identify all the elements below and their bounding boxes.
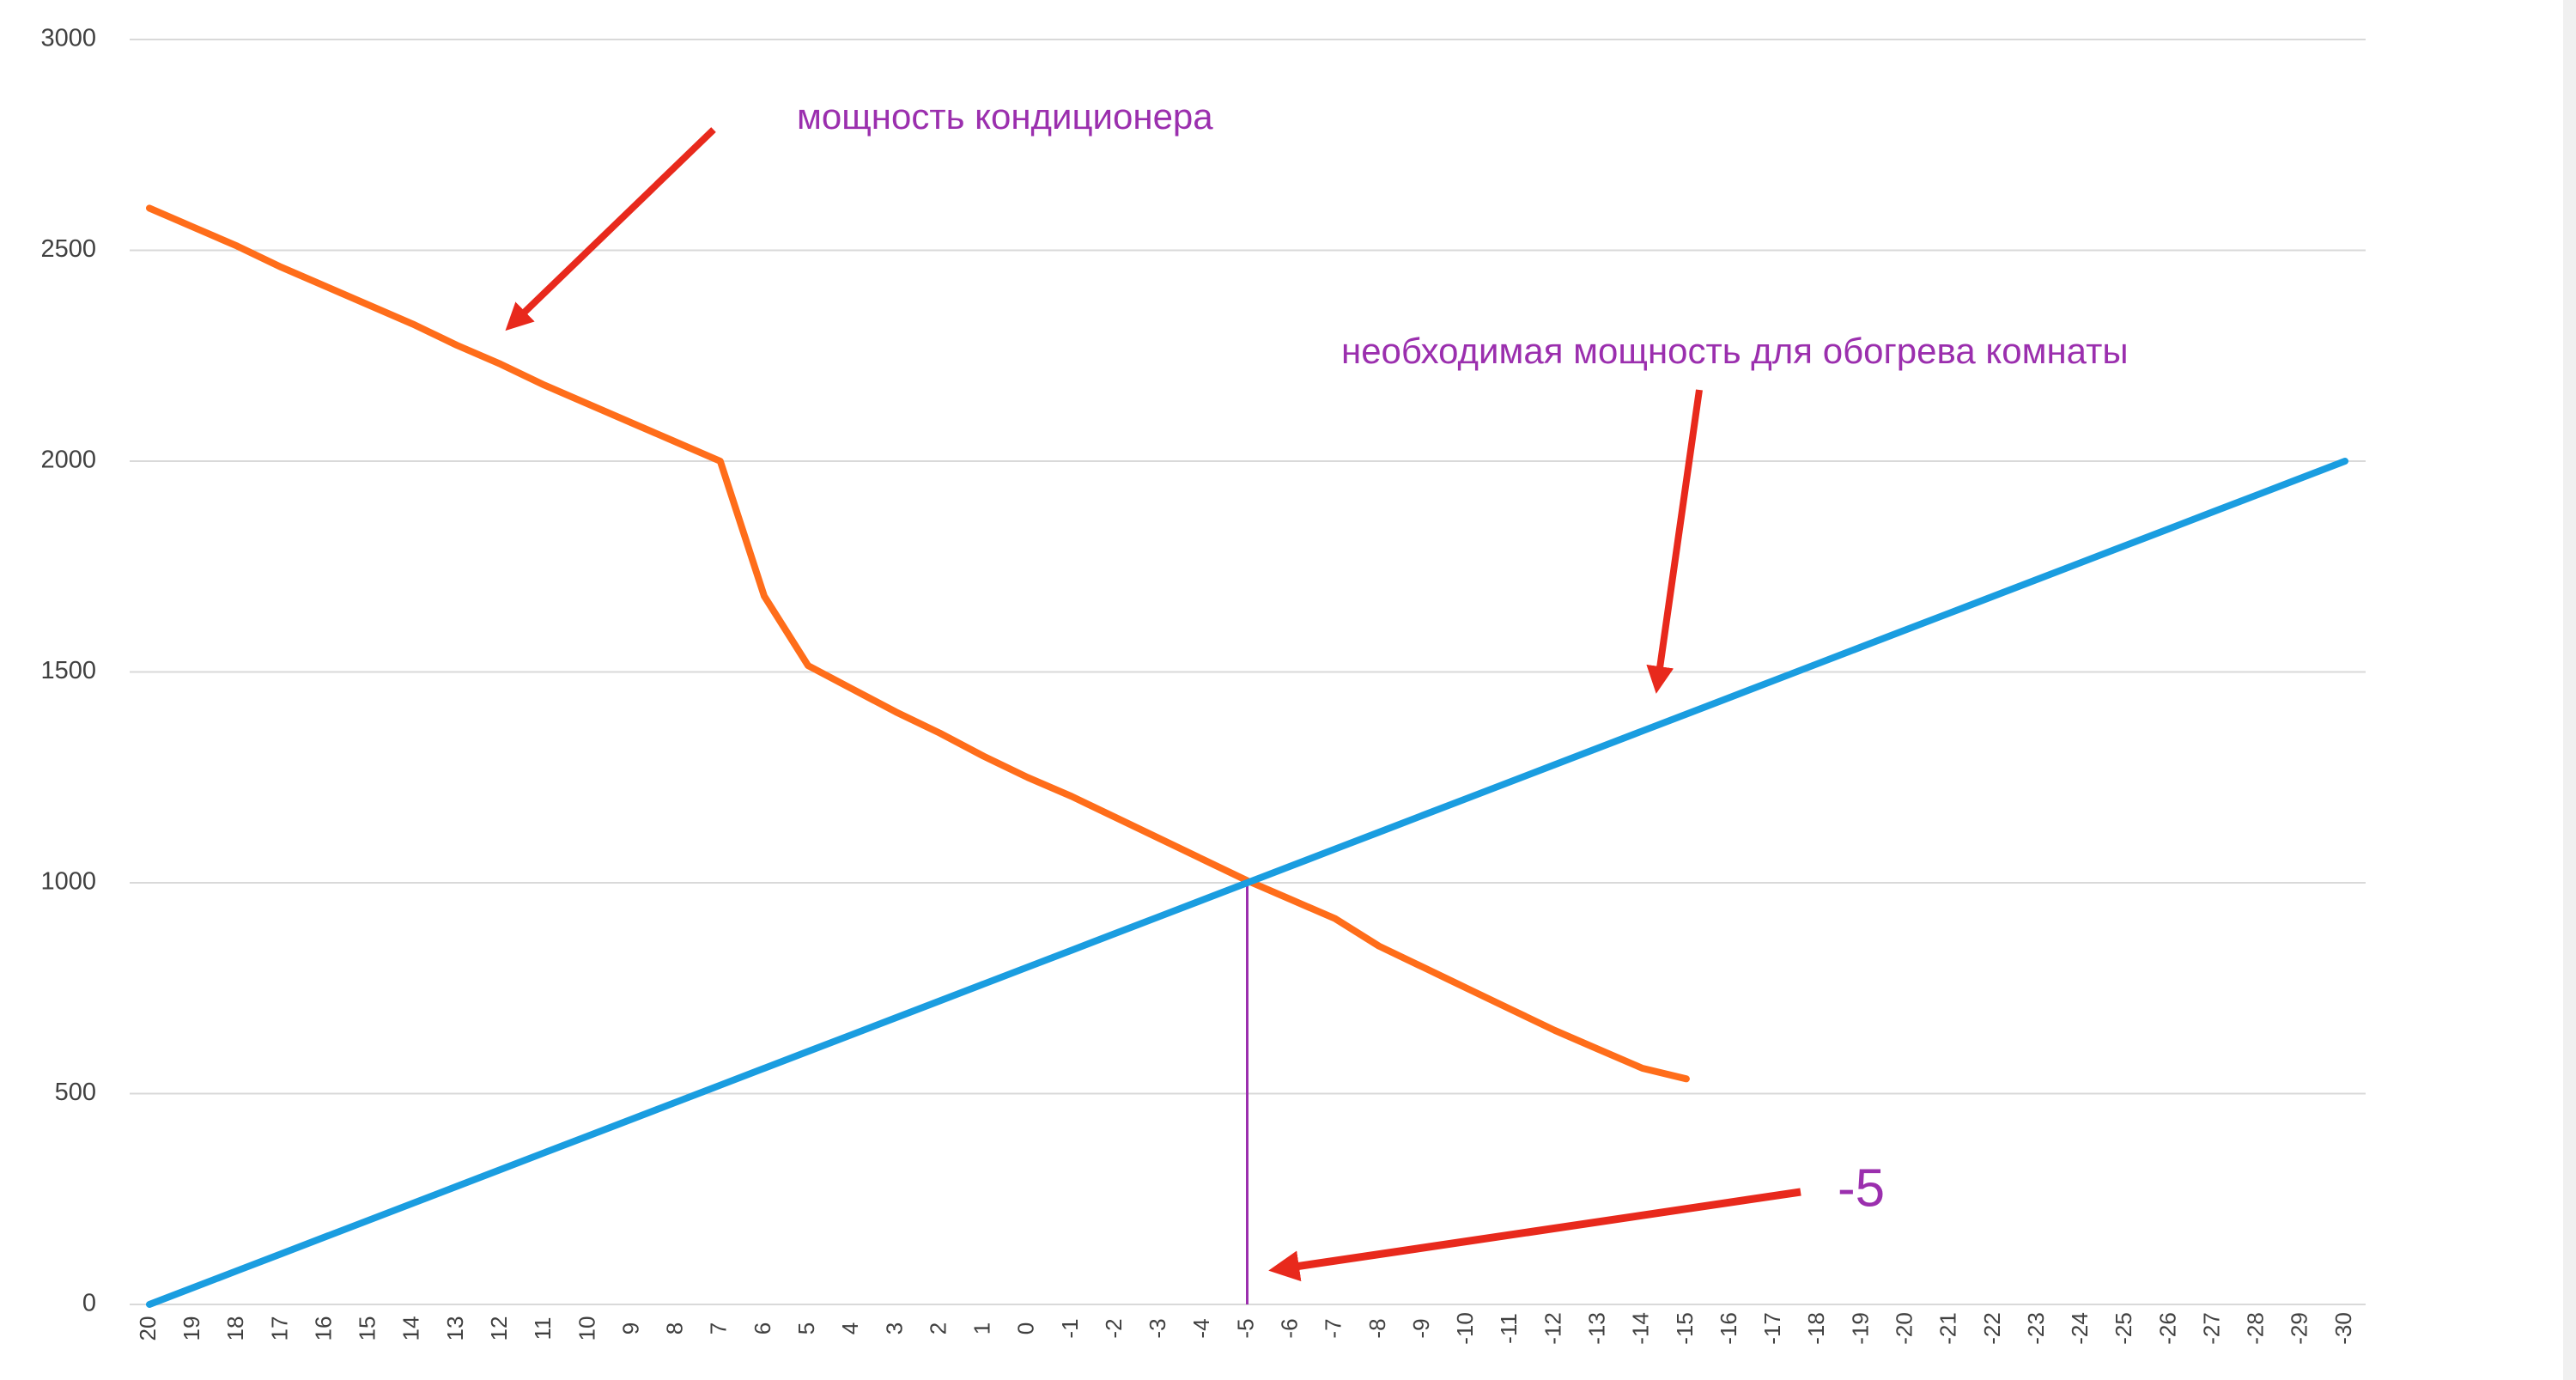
x-tick-label: 18 [222,1316,248,1341]
x-tick-label: 11 [530,1317,556,1340]
series-line [146,458,2348,1308]
x-tick-label: -26 [2154,1312,2180,1345]
x-tick-label: -2 [1101,1318,1127,1338]
x-tick-label: -30 [2330,1312,2356,1345]
x-tick-label: 10 [574,1316,599,1341]
annotation: необходимая мощность для обогрева комнат… [1341,331,2129,371]
x-tick-label: -6 [1277,1318,1303,1338]
x-tick-label: -12 [1540,1312,1565,1345]
x-tick-label: 9 [617,1322,643,1334]
x-tick-label: 4 [837,1322,863,1334]
x-tick-label: -13 [1583,1312,1609,1345]
annotation: мощность кондиционера [797,96,1213,137]
x-tick-label: -24 [2067,1312,2093,1345]
x-tick-label: -16 [1716,1312,1741,1345]
x-tick-label: -21 [1935,1312,1961,1345]
x-tick-label: -29 [2287,1312,2312,1345]
x-tick-label: -7 [1321,1318,1346,1338]
x-tick-label: -11 [1496,1313,1522,1344]
x-tick-label: -22 [1979,1312,2005,1345]
x-tick-label: -17 [1759,1312,1785,1345]
x-tick-label: -15 [1672,1312,1698,1345]
x-tick-label: 3 [881,1322,907,1334]
arrow [1268,1188,1801,1282]
arrow [505,127,716,331]
x-tick-label: -19 [1847,1312,1873,1345]
arrow [1646,389,1703,694]
y-tick-label: 1000 [40,868,96,896]
x-tick-label: 5 [793,1322,819,1334]
y-tick-label: 500 [55,1079,96,1106]
x-tick-label: 13 [442,1316,468,1341]
y-tick-label: 1500 [40,657,96,684]
x-tick-label: 2 [925,1322,951,1334]
x-tick-label: -9 [1408,1318,1434,1338]
x-tick-label: 8 [662,1322,688,1334]
x-tick-label: -27 [2198,1312,2224,1345]
x-tick-label: 14 [398,1316,424,1341]
x-tick-label: -20 [1891,1312,1917,1345]
x-tick-label: -18 [1803,1312,1829,1345]
x-tick-label: 0 [1013,1322,1039,1334]
y-tick-label: 0 [82,1290,96,1317]
x-tick-label: 16 [310,1316,336,1341]
y-tick-label: 2500 [40,235,96,263]
series-line [146,204,1690,1083]
x-tick-label: -10 [1452,1312,1478,1345]
x-tick-label: 19 [179,1316,204,1341]
x-tick-label: 6 [750,1322,775,1334]
x-tick-label: -1 [1057,1318,1083,1338]
x-tick-label: -23 [2023,1312,2049,1345]
x-tick-label: -4 [1188,1318,1214,1338]
x-tick-label: 20 [135,1316,161,1341]
lines [146,204,2348,1308]
x-tick-label: 1 [969,1322,995,1334]
y-tick-label: 2000 [40,447,96,474]
x-tick-label: -14 [1628,1312,1654,1345]
x-tick-label: 7 [706,1322,732,1334]
x-tick-label: 17 [266,1316,292,1341]
x-tick-label: 15 [355,1316,380,1341]
x-tick-label: -3 [1145,1318,1170,1338]
x-tick-label: -28 [2243,1312,2269,1345]
y-tick-label: 3000 [40,25,96,52]
x-tick-label: 12 [486,1316,512,1341]
edge [2563,0,2576,1380]
x-tick-label: -25 [2111,1312,2136,1345]
x-tick-label: -5 [1232,1318,1258,1338]
x-tick-label: -8 [1364,1318,1390,1338]
annotation: -5 [1838,1158,1885,1218]
